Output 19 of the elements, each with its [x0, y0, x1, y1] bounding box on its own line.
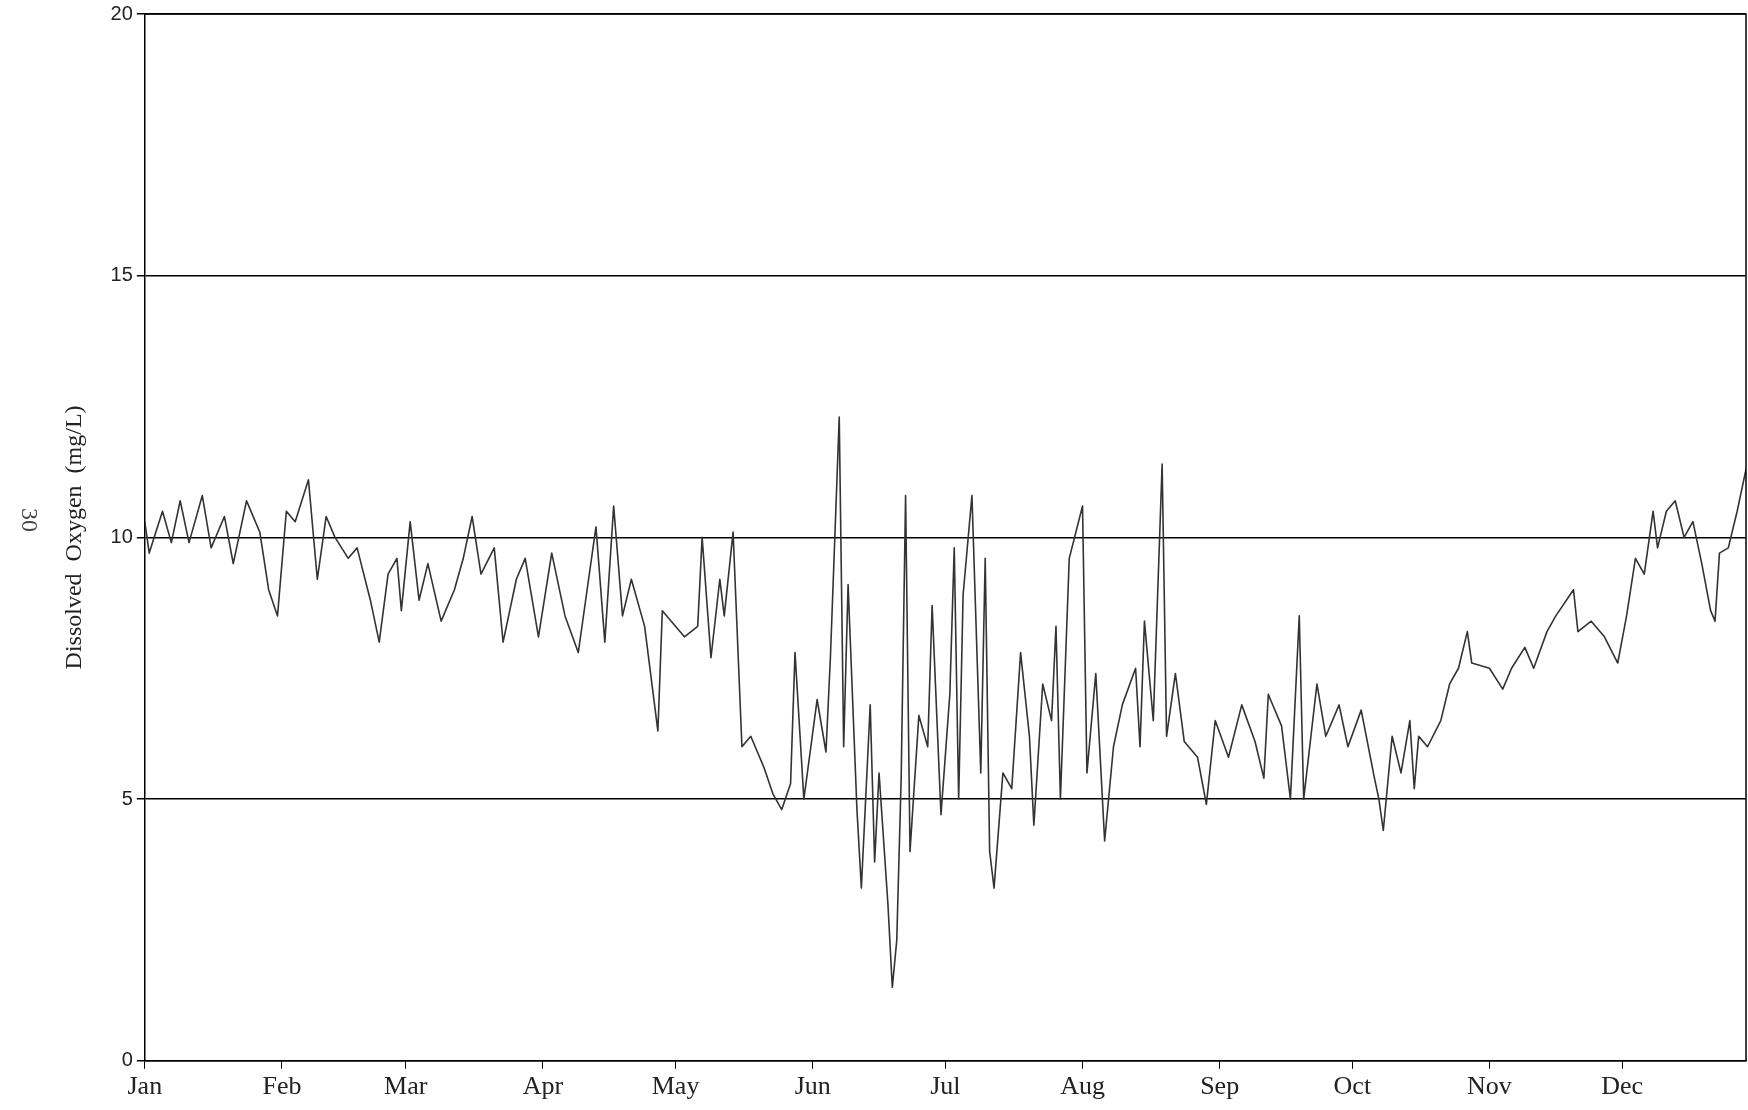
x-tick-label: Jun: [794, 1071, 831, 1101]
y-tick-label: 10: [110, 524, 133, 547]
x-tick-label: Aug: [1060, 1071, 1105, 1101]
x-tick-label: Jan: [127, 1071, 163, 1101]
x-tick-label: Apr: [522, 1071, 564, 1101]
x-tick-label: Feb: [262, 1071, 302, 1101]
x-tick-label: Sep: [1200, 1071, 1240, 1101]
x-tick-label: Mar: [384, 1071, 428, 1101]
x-tick-label: May: [651, 1071, 700, 1101]
text: 30: [16, 508, 43, 532]
y-tick-label: 20: [110, 1, 133, 24]
x-tick-label: Dec: [1601, 1071, 1644, 1101]
y-tick-label: 0: [121, 1048, 133, 1071]
y-axis-title: Dissolved Oxygen (mg/L): [59, 405, 86, 670]
x-tick-label: Oct: [1333, 1071, 1372, 1101]
y-tick-label: 5: [121, 786, 133, 809]
x-tick-label: Jul: [930, 1071, 961, 1101]
y-tick-label: 15: [110, 263, 133, 286]
x-tick-label: Nov: [1467, 1071, 1512, 1101]
